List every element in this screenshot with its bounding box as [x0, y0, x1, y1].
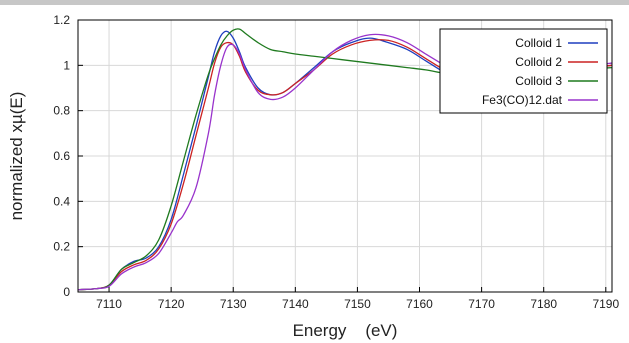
- legend-label: Fe3(CO)12.dat: [482, 93, 563, 107]
- x-tick-label: 7190: [592, 297, 619, 311]
- legend-label: Colloid 2: [515, 55, 562, 69]
- legend-label: Colloid 3: [515, 74, 562, 88]
- y-tick-label: 0.6: [53, 149, 70, 163]
- x-tick-label: 7110: [96, 297, 122, 311]
- y-tick-label: 0.8: [53, 104, 70, 118]
- x-tick-label: 7160: [406, 297, 433, 311]
- x-tick-label: 7130: [220, 297, 247, 311]
- legend: Colloid 1 Colloid 2 Colloid 3 Fe3(CO)12.dat: [439, 28, 608, 114]
- y-tick-label: 0: [63, 285, 70, 299]
- y-axis-label: normalized xµ(E): [7, 92, 26, 221]
- x-tick-label: 7140: [282, 297, 309, 311]
- x-tick-label: 7180: [530, 297, 557, 311]
- top-border-strip: [0, 0, 629, 5]
- y-tick-label: 1.2: [53, 13, 70, 27]
- y-tick-label: 1: [63, 58, 70, 72]
- y-tick-label: 0.2: [53, 240, 70, 254]
- x-tick-label: 7170: [468, 297, 495, 311]
- axis-ticks: 7110 7120 7130 7140 7150 7160 7170 7180 7190 0 0.2…: [53, 13, 619, 311]
- legend-label: Colloid 1: [515, 36, 562, 50]
- x-tick-label: 7120: [158, 297, 185, 311]
- x-axis-label: Energy (eV): [293, 321, 398, 340]
- x-tick-label: 7150: [344, 297, 371, 311]
- y-tick-label: 0.4: [53, 194, 70, 208]
